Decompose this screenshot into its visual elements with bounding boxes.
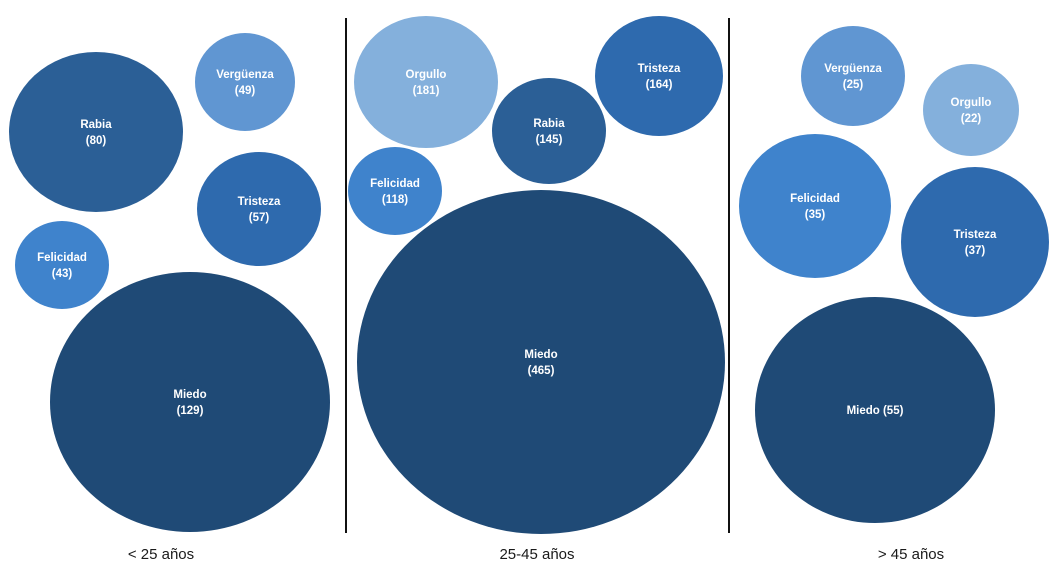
bubble-emotion-label: Tristeza — [638, 63, 681, 75]
bubble-value-label: (118) — [382, 194, 408, 206]
bubble-vergenza — [801, 26, 905, 126]
bubble-value-label: (181) — [413, 85, 440, 97]
bubble-emotion-label: Miedo — [173, 389, 206, 401]
bubble-orgullo — [923, 64, 1019, 156]
bubble-value-label: (22) — [961, 113, 982, 125]
age-group-label: > 45 años — [878, 546, 944, 563]
bubble-emotion-label: Tristeza — [954, 229, 997, 241]
bubble-emotion-label: Felicidad — [370, 178, 420, 190]
bubble-felicidad — [739, 134, 891, 278]
bubble-tristeza — [197, 152, 321, 266]
bubble-value-label: (35) — [805, 209, 826, 221]
bubble-emotion-label: Felicidad — [790, 193, 840, 205]
bubble-value-label: (80) — [86, 135, 107, 147]
bubble-miedo — [755, 297, 995, 523]
bubble-emotion-label: Felicidad — [37, 252, 87, 264]
bubble-tristeza — [595, 16, 723, 136]
bubble-miedo — [357, 190, 725, 534]
bubble-value-label: (25) — [843, 79, 864, 91]
bubble-miedo — [50, 272, 330, 532]
bubble-emotion-label: Rabia — [80, 119, 112, 131]
bubble-tristeza — [901, 167, 1049, 317]
bubble-group: Vergüenza (25) Orgullo (22) Felicidad (35) Tri… — [739, 26, 1049, 523]
bubble-value-label: (37) — [965, 245, 986, 257]
bubble-rabia — [9, 52, 183, 212]
bubble-value-label: (49) — [235, 85, 256, 97]
bubble-felicidad — [348, 147, 442, 235]
bubble-value-label: (129) — [177, 405, 204, 417]
bubble-emotion-label: Orgullo — [406, 69, 447, 81]
bubble-emotion-label: Rabia — [533, 118, 565, 130]
bubble-emotion-label: Orgullo — [951, 97, 992, 109]
bubble-felicidad — [15, 221, 109, 309]
bubble-emotion-label: Miedo — [524, 349, 557, 361]
bubble-group: Orgullo (181) Tristeza (164) Rabia (145) Felic… — [348, 16, 725, 534]
bubble-value-label: (145) — [536, 134, 563, 146]
bubble-value-label: (465) — [528, 365, 555, 377]
bubble-emotion-label: Vergüenza — [216, 69, 274, 81]
bubble-emotion-label: Tristeza — [238, 196, 281, 208]
bubble-label: Miedo (55) — [847, 405, 904, 417]
bubble-emotion-label: Vergüenza — [824, 63, 882, 75]
age-group-label: 25-45 años — [499, 546, 574, 563]
age-group-label: < 25 años — [128, 546, 194, 563]
bubble-rabia — [492, 78, 606, 184]
bubble-value-label: (43) — [52, 268, 73, 280]
bubble-value-label: (57) — [249, 212, 270, 224]
bubble-value-label: (164) — [646, 79, 673, 91]
bubble-orgullo — [354, 16, 498, 148]
bubble-group: Rabia (80) Vergüenza (49) Tristeza (57) Felici… — [9, 33, 330, 532]
bubble-vergenza — [195, 33, 295, 131]
